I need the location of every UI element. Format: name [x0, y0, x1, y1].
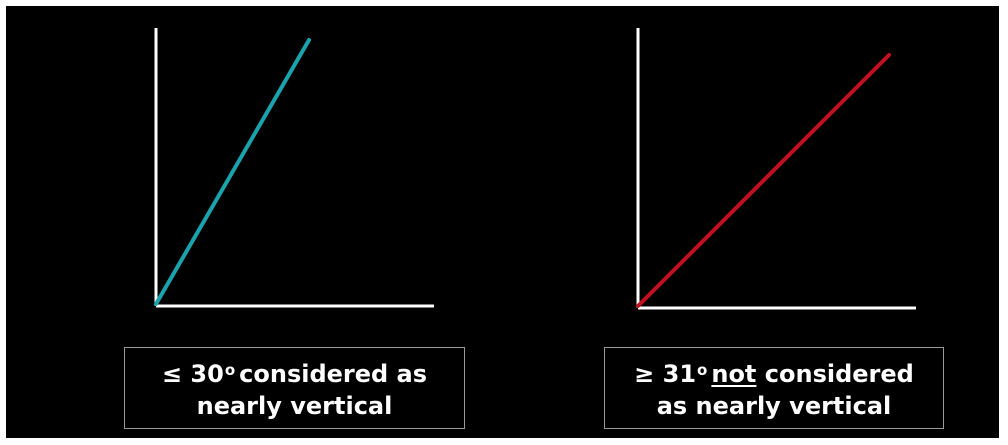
panel-beyond-threshold: ≥ 31o not considered as nearly vertical — [502, 6, 998, 438]
caption-line-1: ≥ 31o not considered — [634, 354, 914, 390]
angle-diagram-within-threshold — [154, 28, 434, 308]
slide: ≤ 30o considered as nearly vertical ≥ 31o… — [6, 6, 999, 438]
caption-threshold: ≤ 30 — [161, 360, 224, 388]
caption-line-2: nearly vertical — [196, 392, 393, 420]
caption-box-beyond-threshold: ≥ 31o not considered as nearly vertical — [604, 347, 944, 429]
angle-diagram-beyond-threshold — [636, 28, 916, 310]
caption-emphasis: not — [711, 360, 757, 388]
degree-sign: o — [697, 361, 708, 379]
caption-rest: considered as — [239, 360, 428, 388]
angled-line-beyond-threshold — [636, 53, 891, 308]
caption-line-1: ≤ 30o considered as — [162, 354, 427, 390]
caption-threshold: ≥ 31 — [634, 360, 697, 388]
caption-line-2: as nearly vertical — [656, 392, 892, 420]
caption-box-within-threshold: ≤ 30o considered as nearly vertical — [124, 347, 465, 429]
degree-sign: o — [224, 361, 236, 379]
panel-within-threshold: ≤ 30o considered as nearly vertical — [6, 6, 502, 438]
angled-line-within-threshold — [154, 38, 311, 306]
caption-rest: considered — [764, 360, 914, 388]
